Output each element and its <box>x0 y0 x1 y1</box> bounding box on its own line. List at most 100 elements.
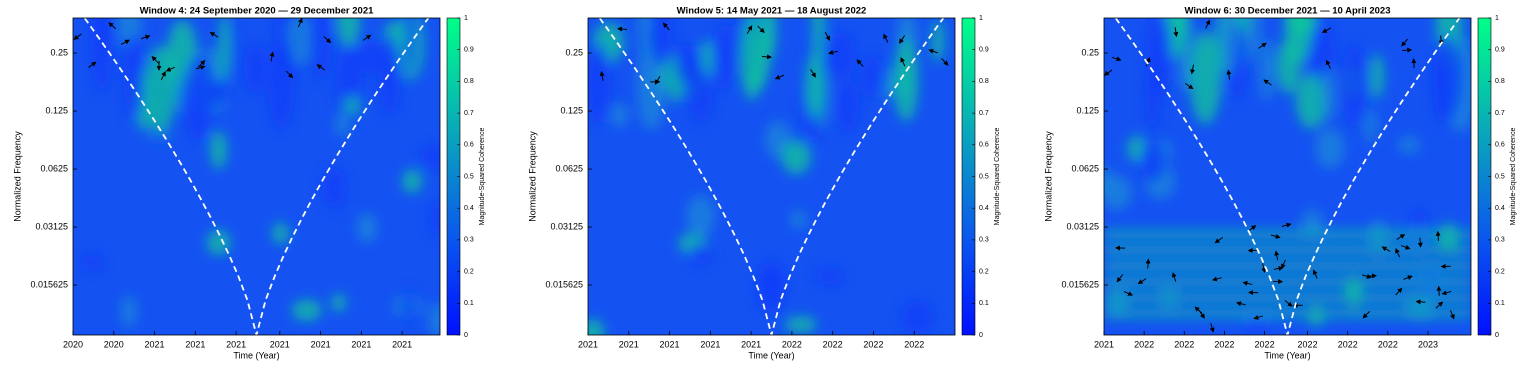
phase-arrow <box>209 31 219 38</box>
x-tick-label: 2022 <box>1378 339 1398 349</box>
colorbar-tick-label: 0.2 <box>979 268 989 275</box>
texture-blob <box>1189 31 1222 125</box>
phase-arrow <box>1312 269 1318 279</box>
texture-blob <box>1315 128 1345 169</box>
y-tick-label: 0.03125 <box>35 221 68 231</box>
x-tick-label: 2023 <box>1418 339 1438 349</box>
phase-arrow <box>1402 47 1413 53</box>
heatmap-texture <box>588 18 945 335</box>
x-axis-label: Time (Year) <box>748 350 794 360</box>
phase-arrow <box>1242 280 1253 286</box>
phase-arrow <box>1261 263 1267 274</box>
phase-arrow <box>108 22 117 30</box>
phase-arrow <box>1104 69 1113 76</box>
x-tick-label: 2021 <box>351 339 371 349</box>
x-tick-label: 2022 <box>863 339 883 349</box>
texture-blob <box>815 268 844 286</box>
phase-arrow <box>1395 248 1401 258</box>
phase-arrow <box>1281 222 1292 228</box>
phase-arrow <box>746 25 753 35</box>
heatmap-texture <box>1104 18 1471 333</box>
x-tick-label: 2020 <box>63 339 83 349</box>
texture-blob <box>1139 139 1166 183</box>
x-tick-label: 2022 <box>1134 339 1154 349</box>
phase-arrow <box>1441 290 1452 296</box>
phase-arrow <box>1401 38 1409 47</box>
colorbar-tick-label: 0.5 <box>1495 173 1505 180</box>
texture-blob <box>145 45 176 134</box>
x-tick-label: 2022 <box>1255 339 1275 349</box>
phase-arrow <box>1253 315 1264 320</box>
texture-blob <box>893 37 919 122</box>
colorbar-tick-label: 0.2 <box>1495 268 1505 275</box>
phase-arrow <box>1435 230 1441 241</box>
colorbar-tick-label: 0.6 <box>464 142 474 149</box>
phase-arrow <box>900 57 906 67</box>
panel: 0.25 0.125 0.0625 0.03125 0.015625 2021 2022 20… <box>1043 6 1516 361</box>
texture-blob <box>122 34 146 121</box>
phase-arrow <box>197 60 206 68</box>
phase-arrow <box>1273 266 1284 271</box>
texture-band <box>1104 294 1471 302</box>
phase-arrow <box>1401 244 1411 250</box>
colorbar-tick-label: 0.9 <box>1495 47 1505 54</box>
panel: 0.25 0.125 0.0625 0.03125 0.015625 2021 2021 20… <box>527 6 1000 361</box>
x-axis-label: Time (Year) <box>233 350 279 360</box>
phase-arrow <box>1111 56 1122 62</box>
colorbar-tick-label: 0.3 <box>464 237 474 244</box>
axes-frame <box>72 17 441 336</box>
phase-arrow <box>1436 285 1442 296</box>
heatmap <box>588 18 955 335</box>
phase-arrow <box>810 69 816 78</box>
texture-blob <box>1320 66 1337 121</box>
phase-arrow <box>1415 299 1426 305</box>
y-tick-label: 0.125 <box>45 105 68 115</box>
phase-arrow <box>362 34 372 41</box>
colorbar-tick-label: 0.6 <box>1495 142 1505 149</box>
phase-arrow <box>165 66 176 72</box>
texture-blob <box>784 316 817 334</box>
y-tick-label: 0.015625 <box>1061 279 1099 289</box>
texture-blob <box>1220 18 1239 77</box>
y-tick-label: 0.0625 <box>555 163 583 173</box>
colorbar-tick-label: 0.4 <box>1495 205 1505 212</box>
x-tick-label: 2021 <box>270 339 290 349</box>
colorbar-tick-label: 0 <box>464 332 468 339</box>
texture-blob <box>757 271 785 315</box>
texture-band <box>1104 310 1471 318</box>
texture-blob <box>206 229 231 256</box>
phase-arrow <box>1185 82 1194 90</box>
x-tick-label: 2021 <box>741 339 761 349</box>
texture-band <box>1104 262 1471 270</box>
x-tick-label: 2021 <box>1094 339 1114 349</box>
x-tick-label: 2022 <box>1174 339 1194 349</box>
colorbar-tick-label: 0.7 <box>464 110 474 117</box>
colorbar-tick-label: 0.4 <box>979 205 989 212</box>
texture-blob <box>861 55 885 99</box>
phase-arrow <box>1209 323 1215 333</box>
texture-blob <box>805 53 824 118</box>
phase-arrow <box>1214 237 1223 244</box>
phase-arrow <box>1116 274 1124 283</box>
phase-arrow <box>762 54 773 60</box>
phase-arrow <box>160 70 166 81</box>
texture-blob <box>81 253 104 271</box>
phase-arrow <box>1362 273 1372 279</box>
texture-blob <box>1397 137 1421 154</box>
colorbar-tick-label: 0 <box>979 332 983 339</box>
x-tick-label: 2022 <box>1338 339 1358 349</box>
texture-blob <box>781 140 811 175</box>
phase-arrow <box>774 74 785 80</box>
texture-blob <box>1172 18 1185 36</box>
x-tick-label: 2021 <box>226 339 246 349</box>
texture-blob <box>402 287 416 326</box>
phase-arrows <box>599 22 949 85</box>
texture-band <box>1104 246 1471 254</box>
texture-blob <box>647 18 673 66</box>
y-axis-label: Normalized Frequency <box>12 131 22 222</box>
colorbar-tick-label: 0.6 <box>979 142 989 149</box>
texture-blob <box>610 102 629 128</box>
phase-arrow <box>1381 246 1391 252</box>
texture-blob <box>356 212 378 243</box>
